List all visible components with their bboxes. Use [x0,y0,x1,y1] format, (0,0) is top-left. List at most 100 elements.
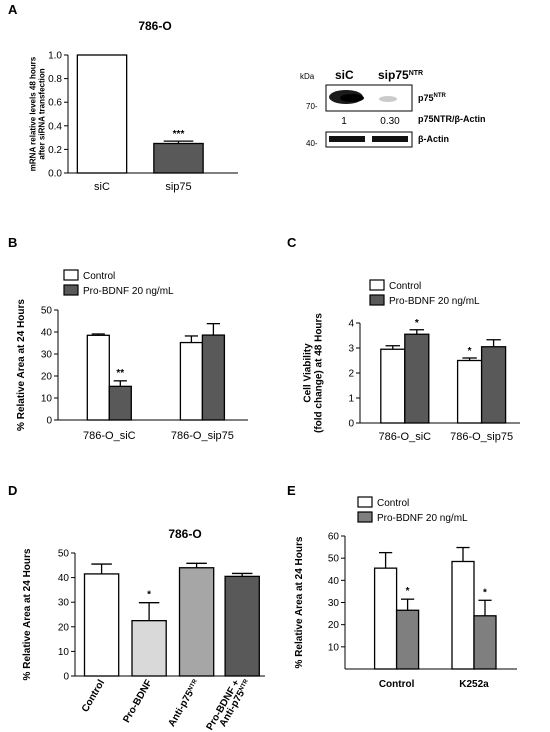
y-tick-label: 20 [328,620,340,631]
bar [178,567,215,677]
legend-swatch [357,511,373,523]
blot-actin-frame [325,131,413,148]
y-axis-label: % Relative Area at 24 Hours [22,548,33,680]
bar [76,54,128,174]
y-axis-label: Cell Viability [303,343,314,403]
bar [473,615,497,670]
quant-sip75: 0.30 [380,116,400,127]
bar [480,346,507,424]
y-tick-label: 0 [63,672,69,683]
chart-a-mrna-levels: 786-O 0.0 0.2 0.4 0.6 0.8 1.0 mRNA relative lev… [29,19,238,193]
y-tick-label: 1 [348,394,354,405]
y-tick-label: 30 [328,598,340,609]
y-tick-label: 10 [58,647,70,658]
bar [404,333,430,424]
y-tick-label: 1.0 [48,51,62,62]
chart-c-cell-viability: 0 1 2 3 4 Cell Viability (fold change) at 48 H… [303,279,520,443]
y-tick-label: 3 [348,344,354,355]
y-tick-label: 0.8 [48,74,62,85]
legend-swatch [63,269,79,281]
band-label-actin: β-Actin [418,134,449,144]
panel-letter-c: C [287,235,297,250]
bar [108,385,132,421]
blot-band-sic-p75-core [340,94,364,102]
band-label-ratio: p75NTR/β-Actin [418,114,486,124]
category-label: Pro-BDNF [121,678,154,725]
significance-marker: * [483,587,487,598]
y-axis-label: % Relative Area at 24 Hours [16,299,27,431]
significance-marker: ** [116,368,124,379]
y-tick-label: 40 [41,328,53,339]
bar [456,359,483,424]
y-tick-label: 30 [58,598,70,609]
bar [86,334,110,421]
y-tick-label: 40 [328,576,340,587]
chart-e-relative-area-k252a: 10 20 30 40 50 60 % Relative Area at 24 Hours *… [294,496,517,690]
category-label: Control [379,679,415,690]
western-blot: kDa siC sip75NTR 70- p75NTR 1 0.30 p75NT… [300,68,486,148]
significance-marker: * [406,586,410,597]
panel-letter-d: D [8,483,17,498]
chart-b-relative-area: 0 10 20 30 40 50 % Relative Area at 24 Hours **… [16,269,248,442]
y-tick-label: 50 [328,554,340,565]
panel-letter-e: E [287,483,296,498]
category-label: sip75 [165,181,191,193]
bar [380,348,406,424]
y-tick-label: 50 [41,306,53,317]
category-label: 786-O_sip75 [171,430,234,442]
legend-swatch [63,284,79,296]
bar [179,341,204,421]
y-tick-label: 50 [58,549,70,560]
blot-lane-sic: siC [335,68,354,82]
blot-lane-sip75: sip75NTR [378,68,423,82]
chart-title: 786-O [138,19,171,33]
y-tick-label: 2 [348,369,354,380]
y-tick-label: 0.4 [48,121,62,132]
y-tick-label: 0 [348,419,354,430]
category-label: Anti-p75NTR [166,677,202,728]
legend-swatch [369,294,385,306]
y-tick-label: 10 [41,394,53,405]
bar [451,560,475,670]
significance-marker: *** [173,129,185,140]
y-axis-label: (fold change) at 48 Hours [314,313,325,433]
kda-label: kDa [300,72,315,81]
legend-swatch [369,279,385,291]
blot-band-sic-actin [329,136,365,142]
bar [131,620,167,677]
blot-lane-sup: NTR [409,70,423,77]
y-tick-label: 60 [328,532,340,543]
y-tick-label: 40 [58,573,70,584]
y-tick-label: 0 [46,416,52,427]
y-axis-label: after siRNA transfection [38,68,47,159]
category-label: 786-O_sip75 [450,431,513,443]
y-tick-label: 0.6 [48,98,62,109]
blot-band-sip75-p75 [379,96,397,102]
marker-70: 70- [306,102,318,111]
significance-marker: * [468,346,472,357]
quant-sic: 1 [341,116,347,127]
y-tick-label: 4 [348,319,354,330]
category-label: K252a [459,679,489,690]
panel-letter-a: A [8,2,18,17]
y-axis-label: mRNA relative levels 48 hours [29,56,38,171]
legend-swatch [357,496,373,508]
y-tick-label: 0.2 [48,145,62,156]
y-tick-label: 30 [41,350,53,361]
legend-label: Pro-BDNF 20 ng/mL [83,286,174,297]
chart-title: 786-O [168,527,201,541]
significance-marker: * [415,318,419,329]
legend-label: Control [83,271,115,282]
bar [224,575,260,677]
bar [201,334,226,421]
legend-label: Control [389,281,421,292]
bar [153,142,204,174]
legend-label: Control [377,498,409,509]
legend-label: Pro-BDNF 20 ng/mL [377,513,468,524]
chart-d-relative-area-treatments: 786-O 0 10 20 30 40 50 % Relative Area at 24 Ho… [22,527,265,732]
category-label: 786-O_siC [83,430,136,442]
band-label-p75: p75NTR [418,93,447,103]
y-tick-label: 20 [58,622,70,633]
blot-band-sip75-actin [372,136,408,142]
